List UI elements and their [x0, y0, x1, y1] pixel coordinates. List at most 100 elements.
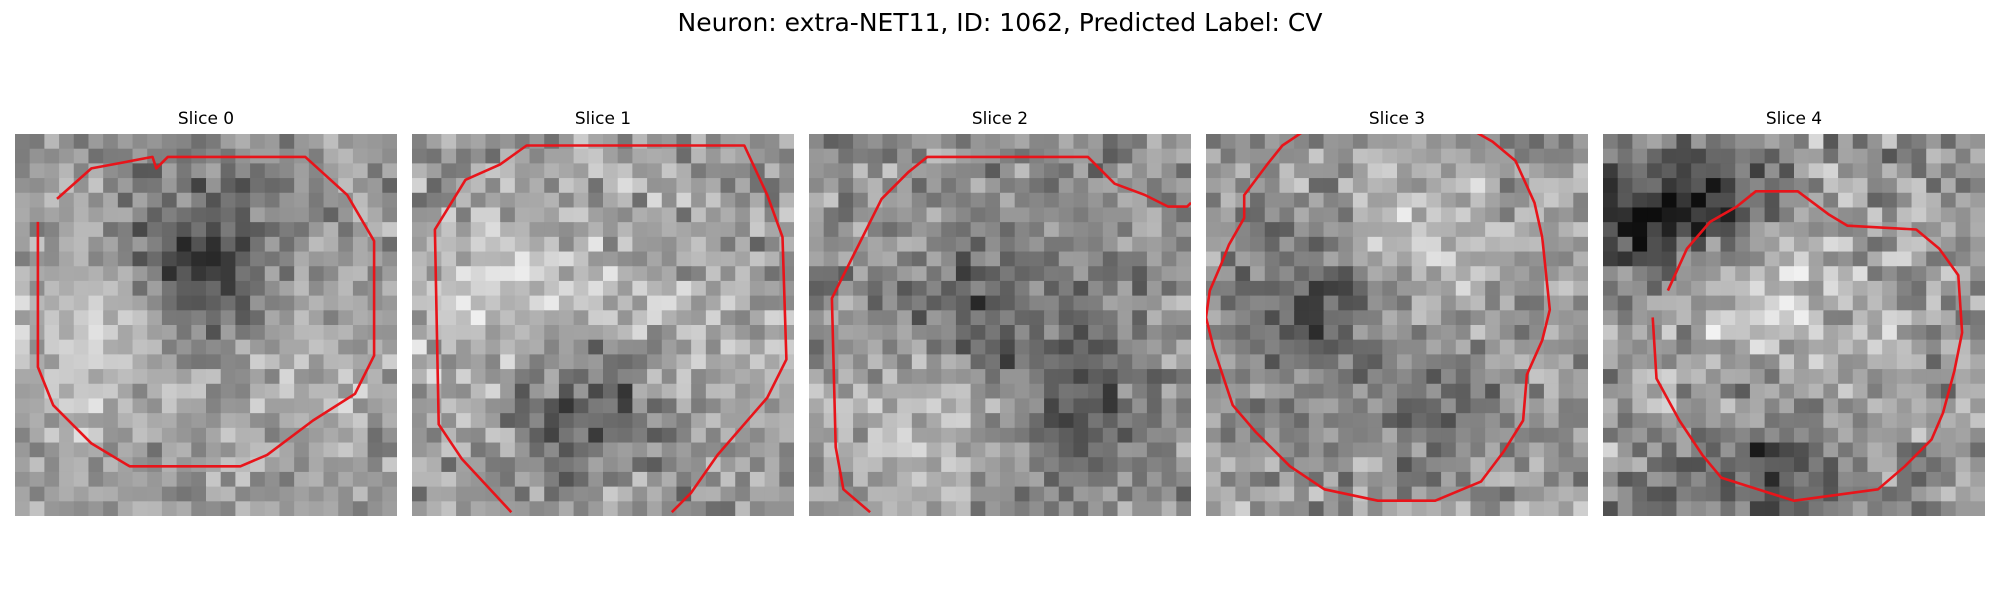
pixel-cell	[970, 383, 986, 400]
pixel-cell	[441, 310, 457, 326]
pixel-cell	[1970, 207, 1985, 223]
pixel-cell	[220, 325, 236, 341]
pixel-cell	[1882, 383, 1898, 400]
pixel-cell	[1735, 251, 1751, 267]
pixel-cell	[720, 236, 736, 253]
pixel-cell	[1955, 398, 1971, 414]
pixel-cell	[338, 192, 354, 209]
pixel-cell	[1485, 369, 1501, 385]
pixel-cell	[279, 383, 295, 400]
pixel-cell	[412, 251, 428, 267]
pixel-cell	[661, 442, 678, 458]
pixel-cell	[117, 178, 134, 194]
pixel-cell	[308, 222, 325, 238]
pixel-cell	[1940, 471, 1957, 488]
pixel-cell	[1926, 486, 1942, 502]
pixel-cell	[1338, 251, 1354, 267]
pixel-cell	[1970, 354, 1985, 370]
pixel-cell	[1441, 354, 1457, 370]
pixel-cell	[735, 251, 751, 267]
pixel-cell	[1397, 163, 1413, 179]
pixel-cell	[1220, 457, 1236, 473]
pixel-cell	[1294, 383, 1310, 400]
pixel-cell	[279, 295, 295, 311]
pixel-cell	[88, 501, 104, 516]
pixel-cell	[1603, 486, 1619, 502]
pixel-cell	[1014, 251, 1030, 267]
pixel-cell	[1499, 295, 1516, 311]
pixel-cell	[117, 398, 134, 414]
pixel-cell	[1014, 427, 1030, 444]
pixel-cell	[926, 398, 942, 414]
pixel-cell	[73, 383, 90, 400]
pixel-cell	[661, 354, 678, 370]
pixel-cell	[720, 457, 736, 473]
pixel-cell	[1764, 427, 1780, 444]
pixel-cell	[338, 148, 354, 164]
pixel-cell	[1647, 427, 1663, 444]
pixel-cell	[206, 442, 222, 458]
pixel-cell	[29, 442, 45, 458]
pixel-cell	[382, 148, 397, 164]
pixel-cell	[1264, 457, 1281, 473]
pixel-cell	[955, 295, 972, 311]
pixel-cell	[735, 266, 751, 282]
pixel-cell	[1896, 413, 1913, 429]
pixel-cell	[1808, 207, 1824, 223]
pixel-cell	[1838, 310, 1854, 326]
pixel-cell	[1691, 457, 1707, 473]
pixel-cell	[441, 236, 457, 253]
pixel-cell	[1808, 280, 1824, 297]
pixel-cell	[1911, 413, 1927, 429]
pixel-cell	[809, 251, 825, 267]
pixel-cell	[1529, 369, 1545, 385]
pixel-cell	[735, 192, 751, 209]
pixel-cell	[1632, 398, 1648, 414]
pixel-cell	[573, 471, 589, 488]
pixel-cell	[1705, 236, 1722, 253]
pixel-cell	[1029, 471, 1045, 488]
pixel-cell	[809, 471, 825, 488]
pixel-cell	[838, 207, 854, 223]
pixel-cell	[544, 310, 560, 326]
pixel-cell	[1441, 383, 1457, 400]
pixel-cell	[941, 222, 957, 238]
pixel-cell	[1940, 339, 1957, 355]
pixel-cell	[1661, 178, 1678, 194]
pixel-cell	[558, 457, 575, 473]
pixel-cell	[1543, 398, 1560, 414]
pixel-cell	[603, 369, 619, 385]
pixel-cell	[617, 354, 633, 370]
pixel-cell	[1720, 207, 1736, 223]
pixel-cell	[1661, 163, 1678, 179]
slice-image	[15, 134, 397, 516]
pixel-cell	[1749, 192, 1766, 209]
pixel-cell	[1279, 178, 1295, 194]
pixel-cell	[73, 471, 90, 488]
pixel-cell	[603, 163, 619, 179]
pixel-cell	[264, 192, 281, 209]
pixel-cell	[1838, 442, 1854, 458]
pixel-cell	[176, 280, 192, 297]
pixel-cell	[1073, 413, 1089, 429]
pixel-cell	[1132, 295, 1148, 311]
pixel-cell	[1161, 501, 1177, 516]
pixel-cell	[1852, 354, 1869, 370]
pixel-cell	[661, 413, 678, 429]
pixel-cell	[1499, 280, 1516, 297]
pixel-cell	[1411, 398, 1427, 414]
pixel-cell	[117, 163, 134, 179]
pixel-cell	[1735, 354, 1751, 370]
pixel-cell	[941, 207, 957, 223]
pixel-cell	[1617, 295, 1633, 311]
pixel-cell	[294, 222, 310, 238]
pixel-cell	[1058, 413, 1075, 429]
pixel-cell	[1485, 236, 1501, 253]
pixel-cell	[1573, 413, 1588, 429]
pixel-cell	[1073, 192, 1089, 209]
pixel-cell	[235, 427, 251, 444]
pixel-cell	[59, 486, 75, 502]
pixel-cell	[500, 457, 516, 473]
pixel-cell	[1632, 471, 1648, 488]
pixel-cell	[632, 471, 648, 488]
